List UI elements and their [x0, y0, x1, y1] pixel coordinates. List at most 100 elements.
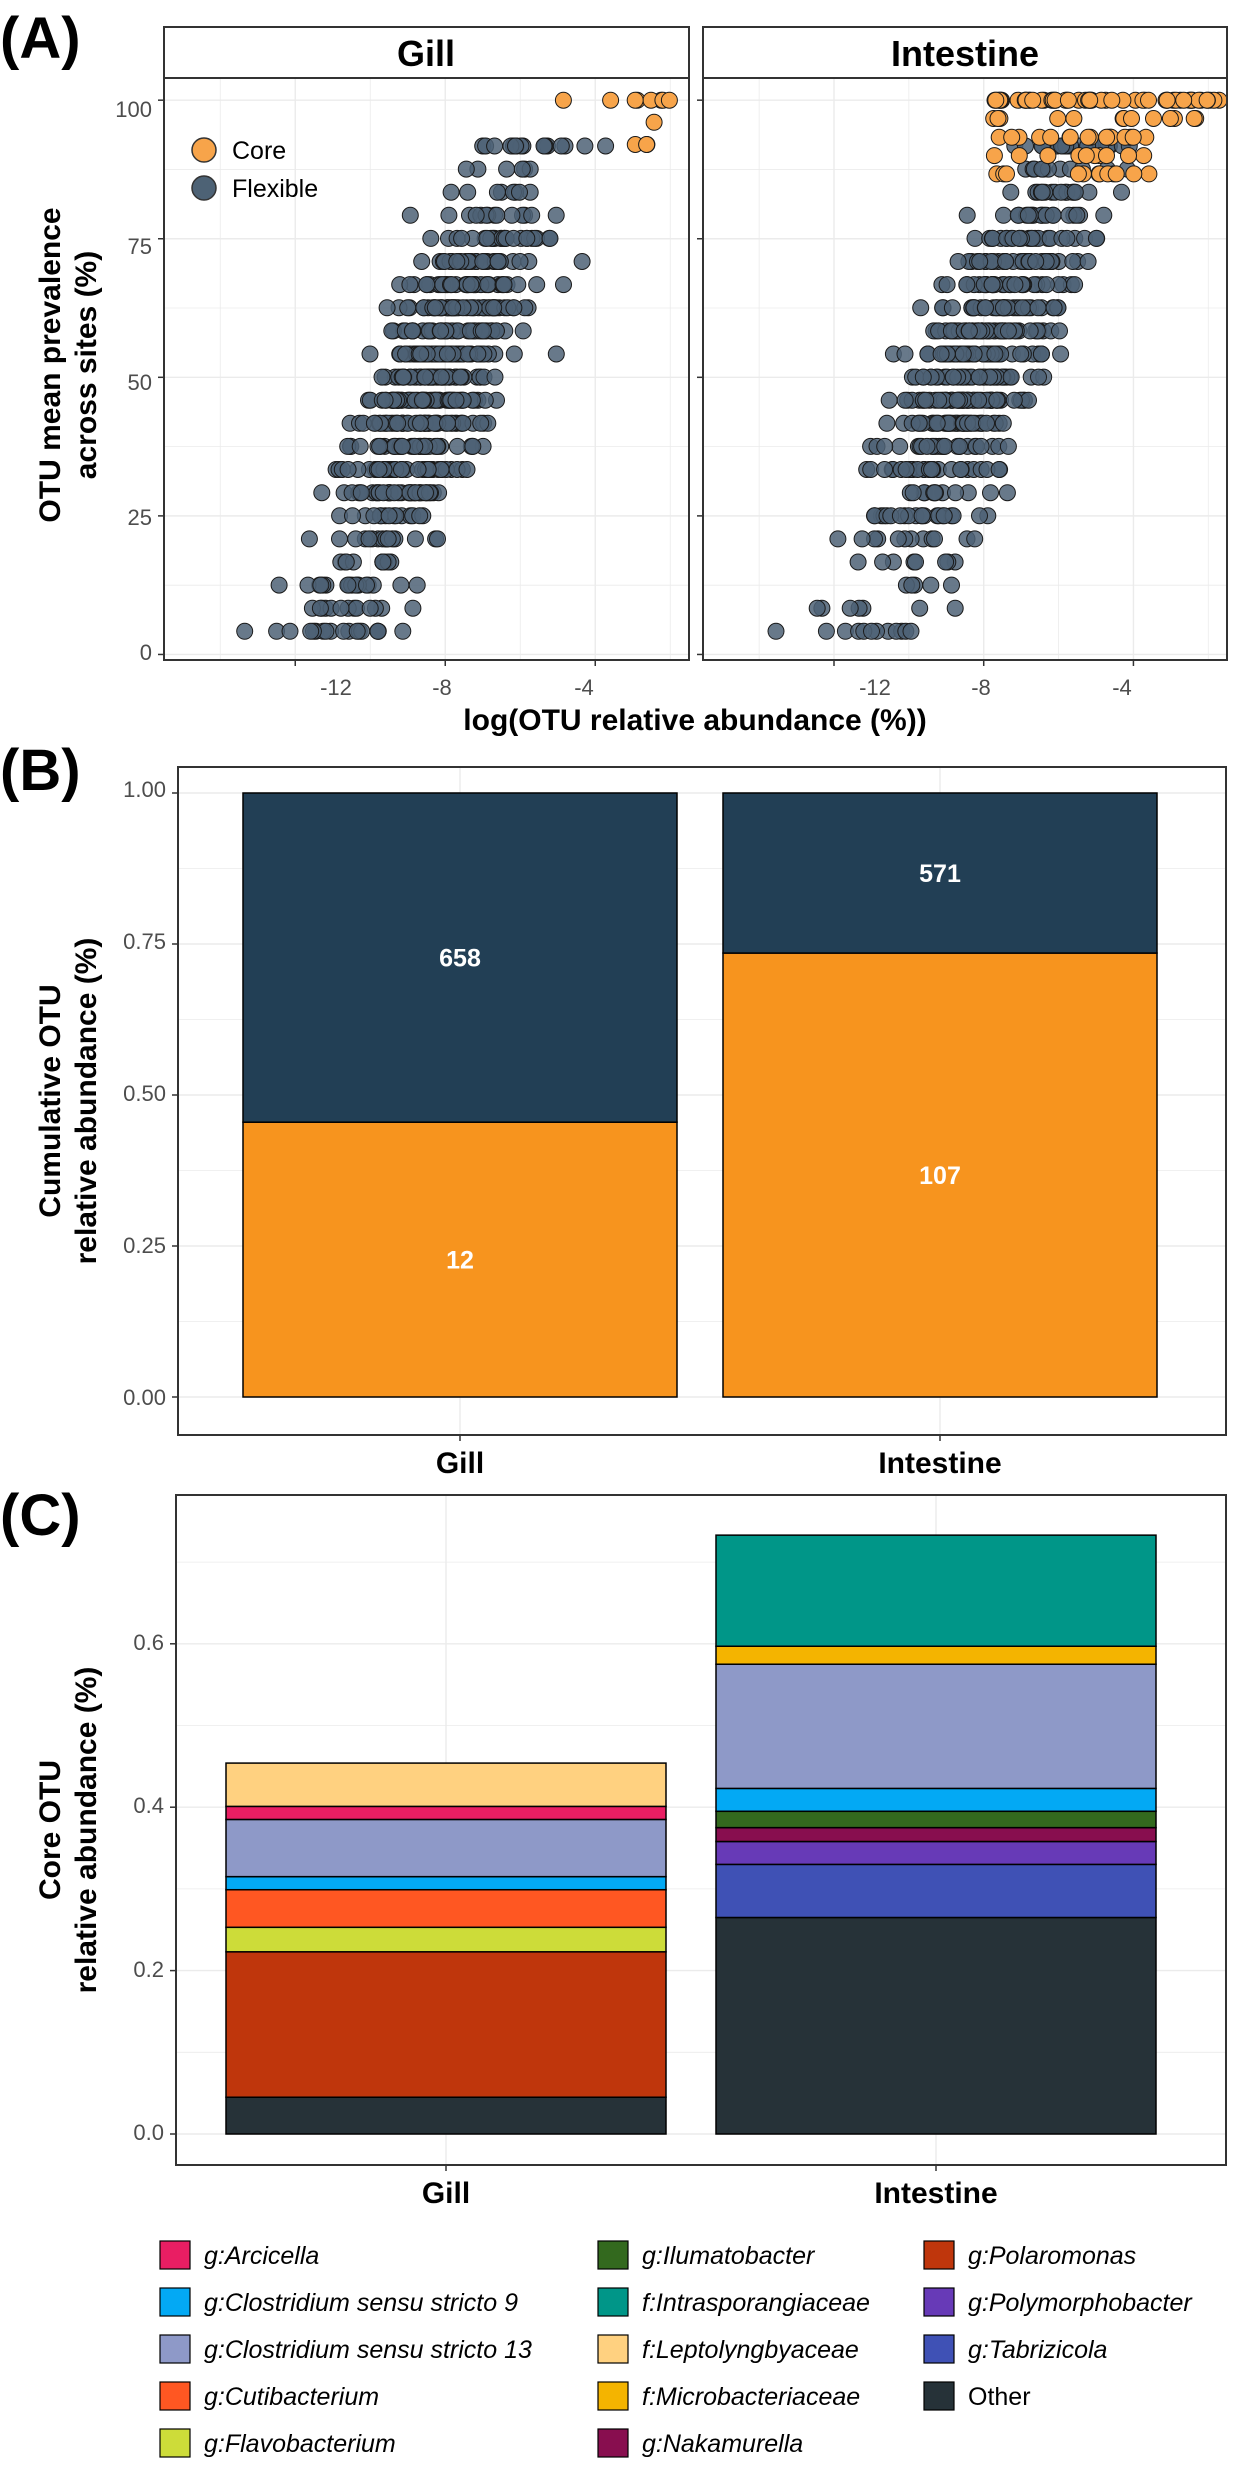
scatter-point-flexible: [1019, 206, 1037, 224]
scatter-point-core: [1049, 110, 1067, 127]
legend-c: g:Arcicella g:Clostridium sensu stricto 9…: [159, 2240, 1193, 2458]
scatter-point-flexible: [767, 622, 785, 640]
scatter-point-core: [1010, 147, 1028, 165]
scatter-point-flexible: [432, 322, 450, 340]
scatter-point-flexible: [938, 276, 956, 294]
scatter-point-flexible: [914, 368, 932, 386]
scatter-point-flexible: [958, 206, 976, 224]
scatter-points-gill: [236, 91, 678, 640]
scatter-point-flexible: [1058, 229, 1076, 247]
scatter-point-flexible: [926, 484, 944, 502]
legend-label-f-microbacteriaceae: f:Microbacteriaceae: [642, 2383, 860, 2411]
scatter-point-flexible: [891, 507, 909, 525]
scatter-point-flexible: [954, 345, 972, 363]
scatter-point-flexible: [454, 414, 472, 432]
scatter-point-flexible: [457, 160, 475, 178]
stacked-bar-segment-g-nakamurella: [715, 1826, 1157, 1843]
scatter-point-flexible: [1045, 299, 1063, 317]
scatter-point-flexible: [373, 368, 391, 386]
scatter-point-flexible: [970, 391, 988, 409]
scatter-point-flexible: [1087, 229, 1105, 247]
scatter-point-flexible: [351, 437, 369, 455]
scatter-point-flexible: [1052, 345, 1070, 363]
scatter-point-flexible: [1044, 206, 1062, 224]
scatter-point-flexible: [518, 229, 536, 247]
plot-panel-c: [175, 1494, 1227, 2166]
scatter-point-flexible: [1095, 206, 1113, 224]
scatter-point-core: [1039, 147, 1057, 165]
y-tick-label: 100: [115, 97, 152, 122]
panel-label-b: (B): [0, 738, 81, 803]
scatter-point-flexible: [412, 414, 429, 432]
scatter-point-core: [1175, 91, 1193, 109]
scatter-point-flexible: [926, 530, 943, 548]
facet-panel-intestine: [702, 77, 1228, 661]
scatter-point-flexible: [300, 530, 318, 548]
stacked-bar-segment-f-intrasporangiaceae: [715, 1534, 1157, 1648]
y-tick-label: 0.2: [133, 1957, 164, 1982]
bar-count-label: 12: [446, 1247, 474, 1275]
scatter-point-flexible: [876, 461, 894, 478]
scatter-point-flexible: [369, 622, 387, 640]
scatter-point-core: [660, 91, 678, 109]
scatter-point-flexible: [426, 299, 444, 317]
scatter-point-flexible: [1030, 368, 1047, 386]
scatter-point-flexible: [488, 206, 506, 224]
x-tick-label: -4: [574, 675, 594, 700]
stacked-bar-segment-flexible: [722, 792, 1158, 954]
scatter-point-flexible: [270, 576, 288, 594]
scatter-point-flexible: [406, 530, 424, 548]
scatter-point-flexible: [302, 622, 320, 640]
facet-title-gill: Gill: [397, 33, 455, 74]
scatter-point-flexible: [404, 599, 422, 617]
stacked-bar-segment-g-arcicella: [225, 1805, 667, 1821]
bar-count-label: 107: [919, 1162, 961, 1190]
scatter-point-core: [1069, 165, 1087, 183]
legend-label-flexible: Flexible: [232, 175, 318, 203]
stacked-bar-segment-f-microbacteriaceae: [715, 1645, 1157, 1665]
scatter-point-flexible: [313, 484, 331, 502]
scatter-point-flexible: [1020, 391, 1037, 409]
y-tick-label: 0.50: [123, 1081, 166, 1106]
scatter-point-flexible: [417, 484, 434, 502]
scatter-point-core: [1003, 128, 1021, 146]
legend-label-g-clostridium-sensu-stricto-9: g:Clostridium sensu stricto 9: [204, 2289, 518, 2317]
scatter-point-flexible: [971, 253, 989, 270]
legend-key-other: [923, 2381, 955, 2411]
scatter-point-flexible: [479, 276, 497, 294]
stacked-bar-segment-g-clostridium-sensu-stricto-13: [225, 1818, 667, 1878]
scatter-point-flexible: [841, 599, 859, 617]
scatter-point-core: [1125, 165, 1143, 183]
scatter-point-flexible: [385, 484, 403, 502]
legend-label-g-ilumatobacter: g:Ilumatobacter: [642, 2242, 816, 2270]
scatter-point-flexible: [1033, 183, 1051, 201]
scatter-point-flexible: [507, 137, 524, 155]
scatter-point-flexible: [1006, 276, 1024, 294]
scatter-point-core: [1107, 165, 1125, 183]
scatter-point-flexible: [928, 414, 946, 432]
scatter-point-core: [1077, 147, 1095, 165]
scatter-point-flexible: [1002, 368, 1020, 386]
scatter-point-flexible: [486, 368, 504, 386]
scatter-point-flexible: [498, 160, 516, 178]
scatter-point-flexible: [348, 622, 366, 640]
legend-key-g-clostridium-sensu-stricto-9: [159, 2287, 191, 2317]
scatter-point-core: [1042, 128, 1060, 146]
scatter-point-flexible: [311, 599, 329, 617]
legend-label-g-cutibacterium: g:Cutibacterium: [204, 2383, 379, 2411]
y-tick-label: 0: [140, 640, 152, 665]
scatter-point-flexible: [1005, 391, 1023, 409]
scatter-point-flexible: [378, 299, 396, 317]
scatter-point-core: [554, 91, 572, 109]
x-category-label: Gill: [422, 2177, 470, 2210]
y-axis-title-line1: Core OTU: [34, 1760, 67, 1900]
scatter-point-flexible: [312, 576, 330, 594]
scatter-point-flexible: [913, 507, 931, 525]
scatter-point-flexible: [889, 530, 907, 548]
scatter-point-flexible: [401, 276, 419, 294]
scatter-point-flexible: [392, 576, 410, 594]
scatter-point-core: [985, 147, 1003, 165]
stacked-bar-segment-f-leptolyngbyaceae: [225, 1762, 667, 1808]
scatter-point-flexible: [997, 253, 1015, 270]
legend-label-f-intrasporangiaceae: f:Intrasporangiaceae: [642, 2289, 870, 2317]
